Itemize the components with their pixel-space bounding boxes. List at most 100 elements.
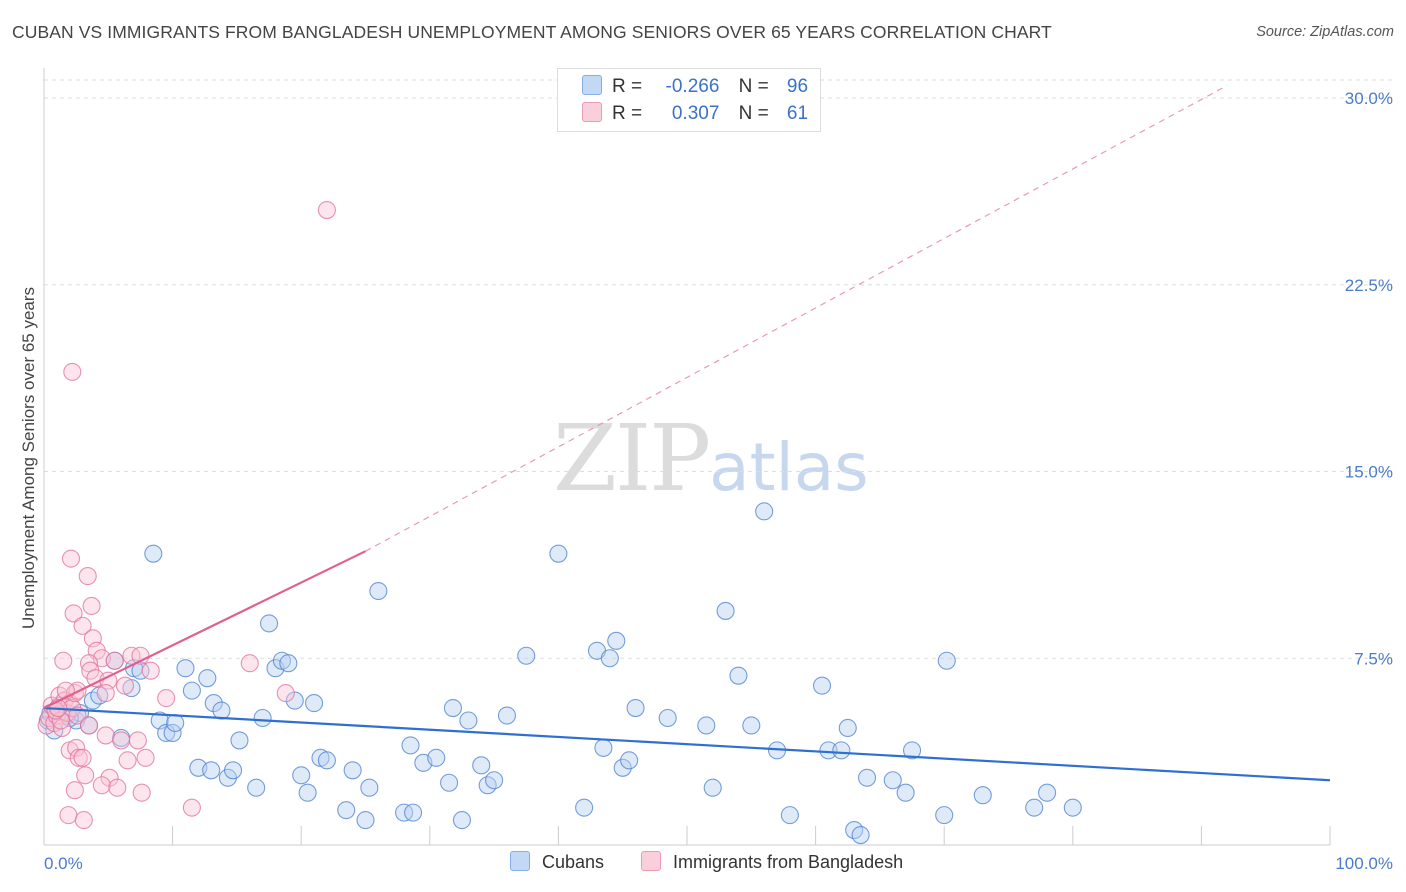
bangladesh-point: [59, 806, 78, 825]
y-axis-label: Unemployment Among Seniors over 65 years: [19, 287, 38, 629]
watermark-zip: ZIP: [553, 405, 711, 512]
legend-r-value: -0.266: [665, 76, 720, 97]
cuban-point: [279, 654, 298, 673]
bangladesh-point: [73, 616, 92, 635]
cuban-point: [485, 771, 504, 790]
bangladesh-point: [68, 706, 87, 725]
cuban-point: [729, 666, 748, 685]
bangladesh-point: [136, 748, 155, 767]
cuban-point: [1025, 798, 1044, 817]
bangladesh-point: [128, 731, 147, 750]
cuban-point: [620, 751, 639, 770]
cuban-point: [317, 751, 336, 770]
cuban-point: [223, 761, 243, 780]
cuban-point: [935, 806, 954, 825]
cuban-point: [343, 761, 362, 780]
legend-r-value: 0.307: [671, 103, 720, 124]
legend-n-value: 61: [786, 103, 809, 124]
legend-r-label: R =: [612, 103, 643, 124]
legend-swatch-bangladesh: [641, 851, 661, 871]
bangladesh-point: [276, 684, 295, 703]
legend-label-cubans: Cubans: [542, 852, 605, 872]
cuban-point: [144, 544, 163, 563]
cuban-point: [780, 806, 799, 825]
bangladesh-point: [82, 596, 101, 616]
y-tick-label: 30.0%: [1345, 89, 1393, 108]
cuban-point: [404, 803, 423, 822]
bangladesh-point: [115, 676, 135, 695]
cuban-point: [973, 786, 992, 805]
series-legend: Cubans Immigrants from Bangladesh: [0, 851, 1406, 877]
bangladesh-point: [108, 778, 127, 797]
cuban-point: [247, 778, 266, 797]
bangladesh-point: [74, 811, 93, 830]
cuban-point: [697, 716, 716, 735]
cuban-point: [356, 811, 375, 830]
cuban-point: [549, 544, 568, 563]
cuban-point: [182, 681, 201, 700]
cuban-point: [292, 766, 311, 785]
cuban-point: [440, 773, 459, 792]
bangladesh-trend-extension: [365, 85, 1228, 552]
cuban-point: [857, 768, 877, 787]
cuban-point: [613, 758, 632, 777]
cuban-point: [838, 718, 857, 738]
cuban-point: [755, 502, 774, 521]
legend-n-label: N =: [738, 103, 769, 124]
legend-swatch-cubans: [582, 75, 602, 95]
bangladesh-point: [65, 781, 84, 800]
legend-item-cubans: Cubans: [510, 851, 604, 873]
cuban-point: [157, 723, 176, 743]
cuban-point: [360, 778, 379, 797]
cuban-point: [896, 783, 915, 802]
cuban-point: [253, 708, 272, 728]
y-tick-label: 15.0%: [1345, 463, 1393, 482]
source-credit: Source: ZipAtlas.com: [1256, 24, 1394, 40]
cuban-point: [427, 748, 446, 767]
cuban-point: [212, 701, 231, 720]
legend-swatch-bangladesh: [582, 102, 602, 122]
legend-row-bangladesh: R = 0.307 N = 61: [582, 102, 808, 128]
legend-n-label: N =: [738, 76, 769, 97]
cubans-trend-line: [43, 706, 1331, 782]
cuban-point: [600, 649, 619, 668]
bangladesh-point: [100, 768, 119, 787]
correlation-legend: R = -0.266 N = 96 R = 0.307 N = 61: [557, 68, 821, 132]
cuban-point: [902, 741, 922, 760]
cuban-point: [166, 713, 185, 733]
bangladesh-point: [54, 651, 73, 670]
bangladesh-point: [240, 654, 259, 673]
bangladesh-point: [317, 201, 336, 220]
bangladesh-point: [79, 654, 99, 673]
bangladesh-point: [157, 689, 176, 708]
bangladesh-point: [73, 748, 92, 767]
cuban-point: [883, 771, 902, 790]
cuban-point: [626, 698, 645, 718]
bangladesh-point: [105, 651, 124, 670]
bangladesh-point: [182, 798, 201, 817]
cuban-point: [204, 694, 223, 713]
bangladesh-point: [69, 748, 88, 767]
bangladesh-point: [96, 684, 115, 703]
bangladesh-point: [118, 751, 137, 770]
y-tick-label: 22.5%: [1345, 276, 1393, 295]
bangladesh-point: [96, 726, 115, 745]
legend-n-value: 96: [786, 76, 809, 97]
axes: [43, 68, 1331, 846]
cuban-point: [443, 698, 462, 718]
legend-item-bangladesh: Immigrants from Bangladesh: [641, 851, 903, 873]
bangladesh-point: [76, 766, 95, 785]
cuban-point: [517, 646, 536, 665]
cuban-point: [607, 631, 626, 650]
bangladesh-point: [64, 604, 83, 623]
trend-lines: [43, 85, 1331, 782]
cuban-point: [832, 741, 851, 760]
bangladesh-point: [141, 661, 160, 680]
cuban-point: [851, 825, 870, 845]
cuban-point: [369, 581, 388, 601]
bangladesh-point: [61, 549, 81, 568]
cuban-point: [658, 708, 677, 728]
cuban-point: [472, 756, 491, 775]
bangladesh-points: [37, 201, 336, 830]
